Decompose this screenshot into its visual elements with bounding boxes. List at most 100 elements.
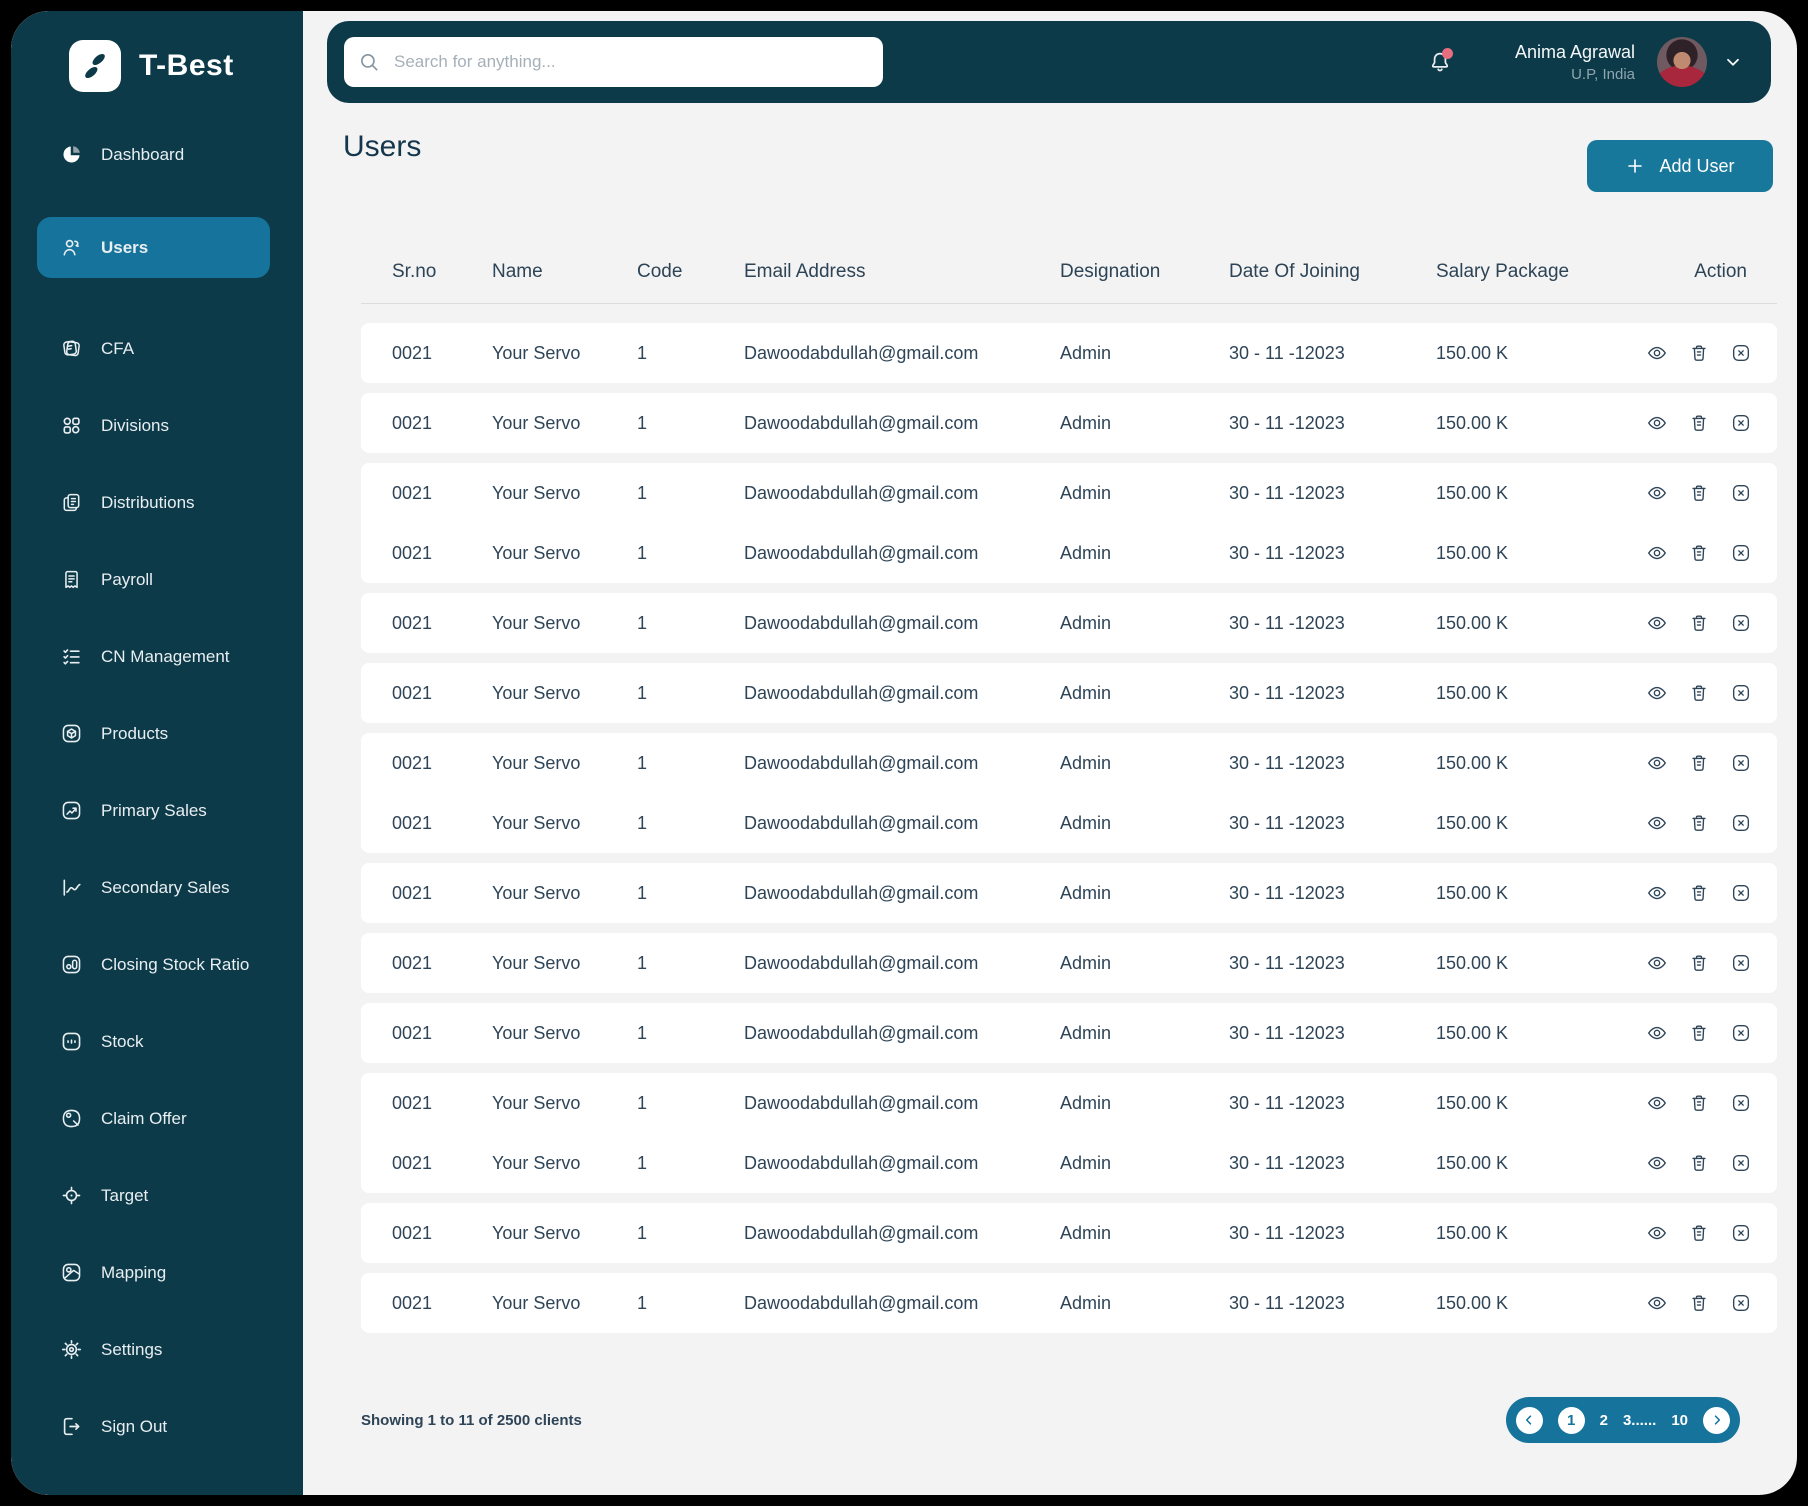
cell-email: Dawoodabdullah@gmail.com — [744, 412, 979, 433]
sidebar-item-claim-offer[interactable]: Claim Offer — [11, 1080, 303, 1157]
view-button[interactable] — [1645, 811, 1669, 835]
delete-button[interactable] — [1687, 1291, 1711, 1315]
sidebar-item-mapping[interactable]: Mapping — [11, 1234, 303, 1311]
view-button[interactable] — [1645, 611, 1669, 635]
cell-date-of-joining: 30 - 11 -12023 — [1229, 1222, 1345, 1243]
page-2[interactable]: 2 — [1599, 1411, 1608, 1429]
view-button[interactable] — [1645, 751, 1669, 775]
x-square-icon — [1730, 682, 1752, 704]
table-card: 0021 Your Servo 1 Dawoodabdullah@gmail.c… — [361, 323, 1777, 383]
remove-button[interactable] — [1729, 811, 1753, 835]
delete-button[interactable] — [1687, 611, 1711, 635]
sidebar-item-dashboard[interactable]: Dashboard — [11, 116, 303, 193]
sidebar-item-divisions[interactable]: Divisions — [11, 387, 303, 464]
cell-srno: 0021 — [392, 882, 433, 903]
sidebar-item-payroll[interactable]: Payroll — [11, 541, 303, 618]
row-actions — [1645, 1091, 1753, 1115]
notifications-button[interactable] — [1427, 48, 1453, 75]
prev-page-button[interactable] — [1515, 1406, 1543, 1434]
table-card: 0021 Your Servo 1 Dawoodabdullah@gmail.c… — [361, 1003, 1777, 1063]
cell-salary-package: 150.00 K — [1436, 1152, 1509, 1173]
view-button[interactable] — [1645, 411, 1669, 435]
delete-button[interactable] — [1687, 681, 1711, 705]
sidebar-item-closing-stock-ratio[interactable]: Closing Stock Ratio — [11, 926, 303, 1003]
delete-button[interactable] — [1687, 1221, 1711, 1245]
delete-button[interactable] — [1687, 811, 1711, 835]
page-3[interactable]: 3...... — [1622, 1411, 1657, 1429]
view-button[interactable] — [1645, 1221, 1669, 1245]
sidebar-item-primary-sales[interactable]: Primary Sales — [11, 772, 303, 849]
view-button[interactable] — [1645, 1151, 1669, 1175]
sidebar-item-target[interactable]: Target — [11, 1157, 303, 1234]
trash-icon — [1688, 682, 1710, 704]
delete-button[interactable] — [1687, 1151, 1711, 1175]
delete-button[interactable] — [1687, 341, 1711, 365]
view-button[interactable] — [1645, 951, 1669, 975]
sidebar-item-cfa[interactable]: CFA — [11, 310, 303, 387]
add-user-label: Add User — [1659, 155, 1735, 176]
remove-button[interactable] — [1729, 611, 1753, 635]
sidebar-item-distributions[interactable]: Distributions — [11, 464, 303, 541]
eye-icon — [1646, 482, 1668, 504]
remove-button[interactable] — [1729, 951, 1753, 975]
cell-date-of-joining: 30 - 11 -12023 — [1229, 1152, 1345, 1173]
remove-button[interactable] — [1729, 411, 1753, 435]
sidebar-item-products[interactable]: Products — [11, 695, 303, 772]
delete-button[interactable] — [1687, 411, 1711, 435]
view-button[interactable] — [1645, 881, 1669, 905]
delete-button[interactable] — [1687, 881, 1711, 905]
view-button[interactable] — [1645, 1291, 1669, 1315]
remove-button[interactable] — [1729, 341, 1753, 365]
chevron-down-icon[interactable] — [1723, 52, 1743, 72]
sidebar: T-Best Dashboard Users CFA Divisions Dis… — [11, 11, 303, 1495]
x-square-icon — [1730, 952, 1752, 974]
cell-salary-package: 150.00 K — [1436, 342, 1509, 363]
delete-button[interactable] — [1687, 751, 1711, 775]
x-square-icon — [1730, 812, 1752, 834]
remove-button[interactable] — [1729, 1291, 1753, 1315]
delete-button[interactable] — [1687, 1021, 1711, 1045]
cell-email: Dawoodabdullah@gmail.com — [744, 952, 979, 973]
remove-button[interactable] — [1729, 1021, 1753, 1045]
remove-button[interactable] — [1729, 751, 1753, 775]
search-input[interactable] — [392, 51, 869, 73]
view-button[interactable] — [1645, 481, 1669, 505]
sidebar-item-settings[interactable]: Settings — [11, 1311, 303, 1388]
remove-button[interactable] — [1729, 681, 1753, 705]
remove-button[interactable] — [1729, 881, 1753, 905]
payroll-icon — [60, 568, 83, 591]
remove-button[interactable] — [1729, 1091, 1753, 1115]
search-box[interactable] — [344, 37, 883, 87]
remove-button[interactable] — [1729, 1151, 1753, 1175]
remove-button[interactable] — [1729, 541, 1753, 565]
sidebar-item-secondary-sales[interactable]: Secondary Sales — [11, 849, 303, 926]
cell-date-of-joining: 30 - 11 -12023 — [1229, 612, 1345, 633]
delete-button[interactable] — [1687, 951, 1711, 975]
avatar[interactable] — [1657, 37, 1707, 87]
view-button[interactable] — [1645, 541, 1669, 565]
sidebar-item-cn-management[interactable]: CN Management — [11, 618, 303, 695]
delete-button[interactable] — [1687, 481, 1711, 505]
table-row: 0021 Your Servo 1 Dawoodabdullah@gmail.c… — [361, 393, 1777, 453]
sidebar-item-users[interactable]: Users — [37, 217, 270, 278]
table-row: 0021 Your Servo 1 Dawoodabdullah@gmail.c… — [361, 1073, 1777, 1133]
view-button[interactable] — [1645, 341, 1669, 365]
trash-icon — [1688, 1152, 1710, 1174]
view-button[interactable] — [1645, 1021, 1669, 1045]
delete-button[interactable] — [1687, 541, 1711, 565]
add-user-button[interactable]: Add User — [1587, 140, 1773, 192]
eye-icon — [1646, 412, 1668, 434]
cell-srno: 0021 — [392, 482, 433, 503]
x-square-icon — [1730, 882, 1752, 904]
page-10[interactable]: 10 — [1671, 1411, 1688, 1429]
sidebar-item-stock[interactable]: Stock — [11, 1003, 303, 1080]
view-button[interactable] — [1645, 1091, 1669, 1115]
eye-icon — [1646, 342, 1668, 364]
next-page-button[interactable] — [1703, 1406, 1730, 1434]
remove-button[interactable] — [1729, 481, 1753, 505]
page-1[interactable]: 1 — [1557, 1406, 1585, 1434]
remove-button[interactable] — [1729, 1221, 1753, 1245]
sidebar-item-sign-out[interactable]: Sign Out — [11, 1388, 303, 1465]
delete-button[interactable] — [1687, 1091, 1711, 1115]
view-button[interactable] — [1645, 681, 1669, 705]
